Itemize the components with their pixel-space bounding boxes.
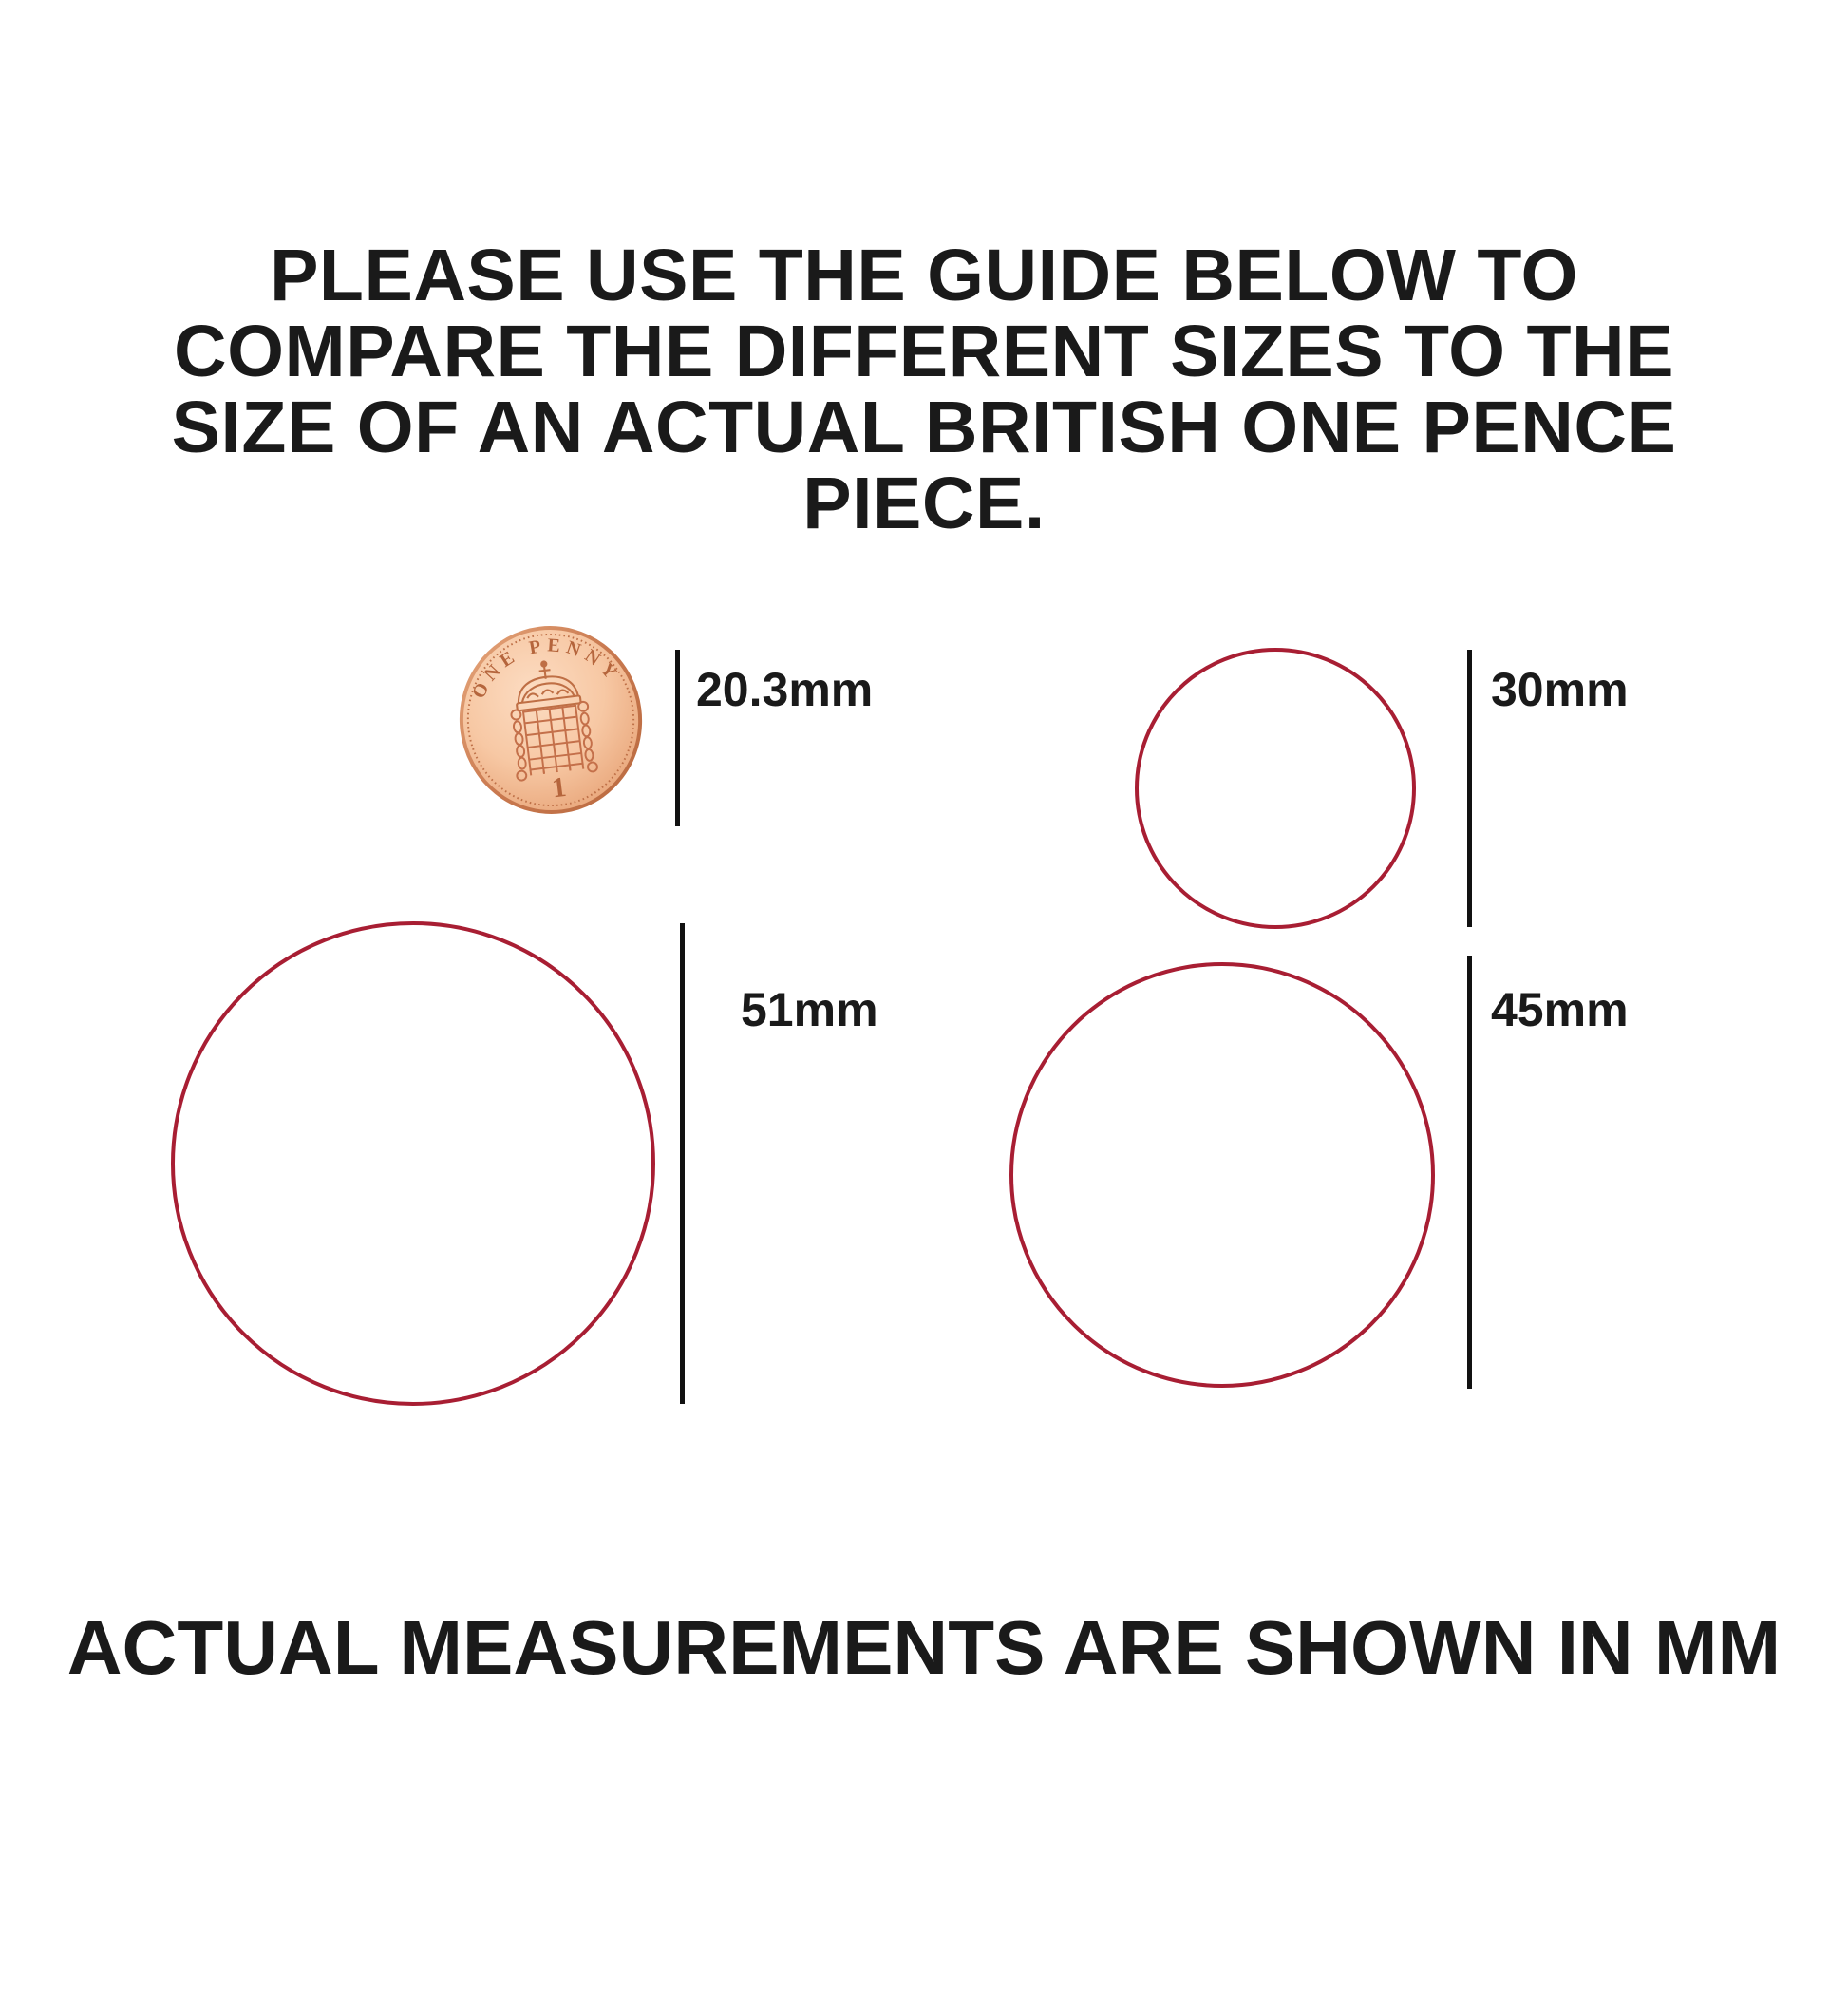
measure-label-30mm: 30mm	[1491, 663, 1629, 716]
footer-note: ACTUAL MEASUREMENTS ARE SHOWN IN MM	[66, 1605, 1782, 1690]
size-circle-45mm	[1009, 962, 1435, 1388]
one-penny-coin: ONE PENNY	[457, 625, 645, 815]
measure-label-51mm: 51mm	[741, 983, 878, 1036]
headline-line-1: PLEASE USE THE GUIDE BELOW TO	[270, 235, 1578, 316]
size-circle-30mm	[1135, 648, 1416, 929]
svg-text:1: 1	[550, 772, 568, 805]
measure-rule-51mm	[680, 923, 685, 1404]
headline-line-3: SIZE OF AN ACTUAL BRITISH ONE PENCE	[171, 387, 1677, 468]
measure-rule-45mm	[1467, 956, 1472, 1389]
headline-line-4: PIECE.	[802, 463, 1046, 544]
page-title: PLEASE USE THE GUIDE BELOW TO COMPARE TH…	[85, 237, 1763, 541]
measure-rule-30mm	[1467, 650, 1472, 927]
size-circle-51mm	[171, 921, 655, 1406]
measure-label-20-3mm: 20.3mm	[696, 663, 874, 716]
headline-line-2: COMPARE THE DIFFERENT SIZES TO THE	[174, 311, 1674, 392]
measure-label-45mm: 45mm	[1491, 983, 1629, 1036]
measure-rule-20-3mm	[675, 650, 680, 826]
